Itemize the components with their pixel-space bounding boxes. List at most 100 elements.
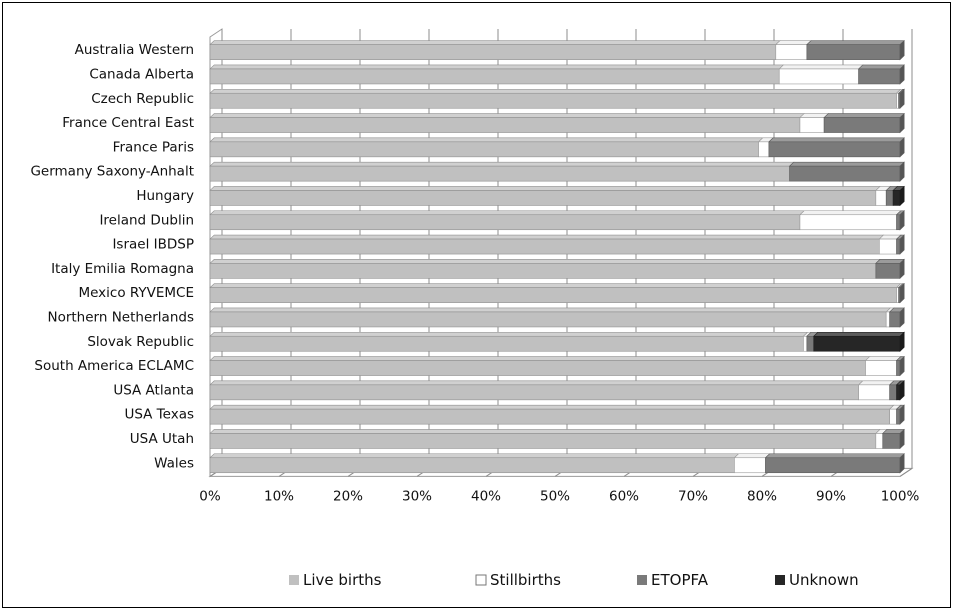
bar-front (806, 44, 901, 60)
x-tick-label: 70% (678, 488, 708, 504)
bar-top (768, 137, 905, 143)
bar-front (209, 457, 735, 474)
bar-front (799, 214, 897, 231)
bar-top (209, 283, 902, 288)
bar-top (209, 356, 871, 361)
bar-top (799, 113, 830, 118)
bar-segment (209, 64, 785, 85)
bar-top (764, 453, 905, 459)
bar-front (209, 263, 877, 279)
category-label: Canada Alberta (89, 66, 194, 82)
bar-segment (857, 64, 905, 85)
bar-end (899, 258, 905, 280)
bar-segment (895, 234, 905, 255)
category-label: Northern Netherlands (47, 309, 194, 325)
bar-top (209, 113, 805, 118)
bar-front (875, 263, 901, 279)
x-tick-label: 20% (333, 488, 363, 504)
bar-front (885, 190, 894, 206)
bar-segment (209, 210, 805, 231)
bar-segment (775, 40, 812, 60)
bar-segment (209, 186, 881, 206)
bar-segment (878, 234, 902, 255)
bar-front (858, 68, 901, 85)
bar-front (882, 433, 901, 449)
legend: Live births Stillbirths ETOPFA Unknown (289, 571, 859, 589)
bar-front (209, 44, 777, 60)
bar-front (896, 287, 899, 303)
bar-segment (875, 258, 905, 280)
bar-end (899, 404, 905, 425)
bar-front (799, 117, 825, 133)
bar-segment (209, 356, 871, 376)
bar-top (209, 331, 809, 337)
bar-segment (209, 234, 885, 255)
category-label: Australia Western (75, 42, 194, 58)
category-label: Czech Republic (91, 91, 194, 107)
bar-front (209, 335, 804, 352)
x-tick-label: 50% (540, 488, 570, 504)
bar-segment (897, 282, 905, 304)
bar-end (899, 307, 905, 328)
bar-segment (806, 39, 905, 61)
bar-front (209, 141, 759, 158)
bar-segment (812, 331, 905, 352)
category-label: Wales (154, 455, 194, 471)
bar-end (899, 64, 905, 85)
bar-segment (733, 453, 771, 474)
x-tick-label: 60% (609, 488, 639, 504)
bar-front (889, 384, 897, 401)
bar-top (209, 307, 892, 313)
bar-top (209, 453, 740, 459)
category-label: Slovak Republic (87, 334, 194, 350)
bar-segment (895, 404, 905, 425)
bar-top (778, 64, 864, 70)
category-label: USA Atlanta (113, 382, 194, 398)
gridline-floor (899, 467, 913, 477)
bar-top (799, 210, 902, 216)
bar-front (209, 360, 866, 376)
bar-segment (897, 88, 905, 109)
bar-segment (209, 453, 740, 474)
bar-top (209, 64, 785, 70)
bar-segment (799, 210, 902, 231)
bar-front (896, 92, 899, 109)
legend-label: ETOPFA (651, 571, 709, 589)
bar-front (758, 141, 770, 158)
bar-segment (799, 113, 830, 133)
bar-front (209, 92, 897, 109)
category-label: Germany Saxony-Anhalt (30, 164, 194, 180)
category-label: USA Texas (124, 407, 194, 423)
x-tick-label: 40% (471, 488, 501, 504)
bar-top (209, 210, 805, 216)
legend-label: Stillbirths (490, 571, 561, 589)
bar-end (899, 380, 905, 401)
bar-front (889, 311, 901, 328)
bar-front (813, 335, 901, 352)
x-tick-label: 80% (747, 488, 777, 504)
bar-front (858, 384, 890, 401)
x-tick-label: 100% (881, 488, 920, 504)
bar-segment (823, 112, 905, 134)
bar-end (899, 234, 905, 255)
bar-front (896, 214, 901, 231)
category-label: South America ECLAMC (34, 358, 194, 374)
bar-top (857, 380, 895, 386)
legend-label: Live births (303, 571, 382, 589)
bar-front (209, 408, 890, 425)
bar-front (892, 190, 901, 206)
bar-segment (788, 161, 905, 182)
bar-segment (209, 88, 902, 109)
legend-swatch (775, 575, 785, 585)
bar-segment (888, 307, 905, 328)
x-tick-label: 30% (402, 488, 432, 504)
x-axis: 0% 10% 20% 30% 40% 50% 60% 70% 80% 90% 100% (199, 488, 919, 504)
bar-segment (881, 428, 905, 450)
category-label: Italy Emilia Romagna (51, 261, 194, 277)
bars (209, 39, 905, 474)
category-label: Israel IBDSP (112, 237, 194, 253)
bar-front (865, 360, 897, 376)
bar-front (896, 408, 901, 425)
x-tick-label: 0% (199, 488, 221, 504)
category-label: Ireland Dublin (99, 212, 194, 228)
